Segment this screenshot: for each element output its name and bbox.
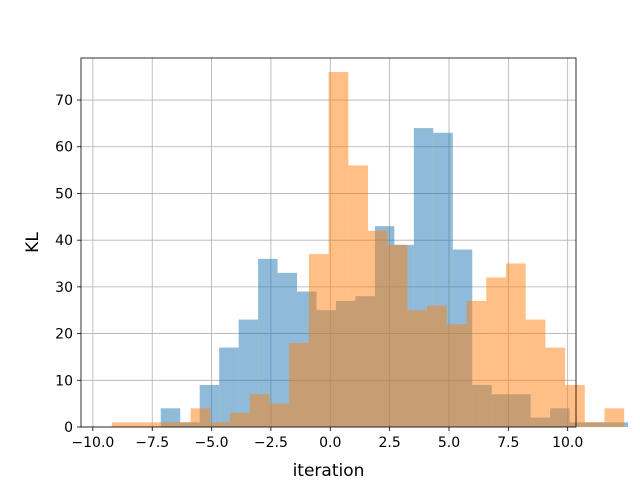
- histogram-bar: [249, 394, 270, 427]
- histogram-bar: [466, 300, 487, 427]
- histogram-bar: [584, 422, 605, 427]
- axis-ticks: −10.0 −7.5 −5.0 −2.5 0.0 2.5 5.0 7.5 10.0 0 10 20 30…: [55, 93, 583, 451]
- x-tick-label: 10.0: [552, 435, 583, 451]
- x-tick-label: −5.0: [195, 435, 229, 451]
- histogram-bar: [486, 277, 506, 427]
- y-tick-label: 0: [64, 420, 73, 436]
- y-tick-label: 40: [55, 233, 73, 249]
- y-tick-label: 70: [55, 93, 73, 109]
- histogram-series-2: [111, 72, 625, 428]
- histogram-bar: [210, 422, 231, 427]
- histogram-bar: [545, 347, 566, 427]
- x-tick-label: 5.0: [438, 435, 460, 451]
- histogram-bar: [308, 254, 329, 427]
- histogram-bar: [131, 422, 152, 427]
- histogram-bar: [505, 263, 526, 427]
- x-axis-label: iteration: [293, 461, 365, 480]
- x-tick-label: −7.5: [135, 435, 169, 451]
- histogram-bar: [269, 403, 290, 427]
- x-tick-label: −10.0: [71, 435, 114, 451]
- histogram-bar: [151, 422, 171, 427]
- histogram-bar: [525, 319, 546, 427]
- histogram-bar: [190, 408, 211, 427]
- x-tick-label: −2.5: [254, 435, 288, 451]
- histogram-bar: [427, 305, 447, 427]
- histogram-bar: [258, 258, 278, 427]
- histogram-bars: [111, 72, 628, 428]
- histogram-bar: [111, 422, 132, 427]
- x-tick-label: 7.5: [497, 435, 519, 451]
- y-tick-label: 10: [55, 373, 73, 389]
- histogram-bar: [170, 422, 191, 427]
- histogram-bar: [446, 324, 467, 427]
- y-tick-label: 60: [55, 140, 73, 156]
- y-axis-label: KL: [23, 232, 43, 253]
- histogram-bar: [565, 384, 585, 427]
- y-tick-label: 30: [55, 280, 73, 296]
- histogram-bar: [368, 230, 388, 427]
- histogram-bar: [328, 72, 349, 427]
- x-tick-label: 2.5: [379, 435, 401, 451]
- histogram-bar: [289, 342, 309, 427]
- x-tick-label: 0.0: [319, 435, 341, 451]
- histogram-bar: [348, 165, 369, 428]
- histogram-bar: [387, 244, 408, 427]
- plot-area-frame: [80, 57, 577, 428]
- histogram-bar: [604, 408, 625, 427]
- y-tick-label: 20: [55, 327, 73, 343]
- y-tick-label: 50: [55, 186, 73, 202]
- histogram-bar: [230, 412, 250, 427]
- histogram-bar: [219, 347, 239, 427]
- histogram-bar: [407, 310, 428, 427]
